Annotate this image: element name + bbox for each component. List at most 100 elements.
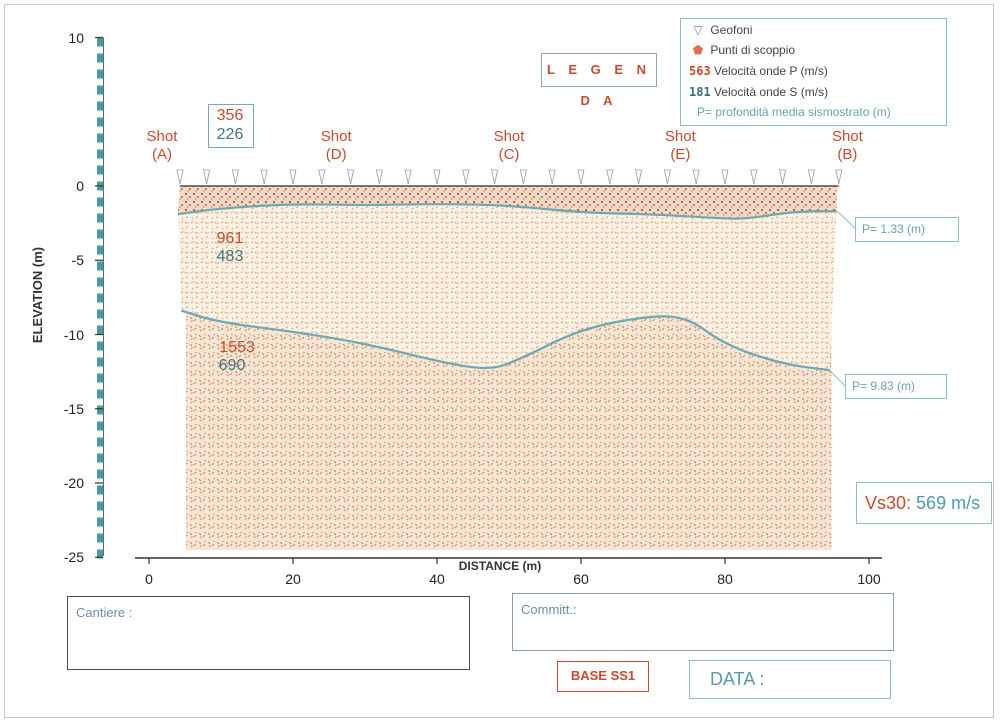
y-axis-dash — [97, 277, 103, 287]
y-axis-dash — [97, 293, 103, 303]
shot-label: Shot (C) — [493, 128, 525, 163]
geophone-icon — [519, 169, 527, 185]
y-axis-dash — [97, 117, 103, 127]
geophone-icon — [347, 169, 355, 185]
vs30-label: Vs30: — [865, 493, 912, 513]
y-tick-label: 0 — [76, 178, 84, 194]
y-axis-dash — [97, 133, 103, 143]
y-axis-dash — [97, 213, 103, 223]
interface-1-line — [177, 203, 837, 220]
legend-title: L E G E N D A — [541, 53, 657, 108]
x-tick-label: 100 — [857, 571, 881, 587]
y-tick-label: 10 — [68, 29, 84, 46]
committ-field: Committ.: — [512, 593, 894, 651]
legend-p: 563 Velocità onde P (m/s) — [689, 64, 828, 78]
geophone-icon — [750, 169, 758, 185]
geophone-icon — [260, 169, 268, 185]
y-axis-dash — [97, 101, 103, 111]
depth-label-1: P= 1.33 (m) — [855, 217, 959, 242]
interface-2-line — [181, 309, 830, 372]
geophone-icon — [721, 169, 729, 185]
geophone-icon — [176, 169, 184, 185]
data-field: DATA : — [689, 660, 891, 699]
legend-depth: P= profondità media sismostrato (m) — [697, 105, 891, 119]
y-axis-dash — [97, 53, 103, 63]
shot-label: Shot (E) — [664, 128, 696, 163]
geophone-icon — [491, 169, 499, 185]
shot-label: Shot (B) — [831, 128, 863, 163]
geophone-icon — [577, 169, 585, 185]
geophone-icon — [807, 169, 815, 185]
geophone-icon — [203, 169, 211, 185]
layer2-fill — [177, 204, 837, 371]
layer2-p-velocity: 961 — [216, 230, 244, 247]
depth-label-2: P= 9.83 (m) — [845, 374, 947, 399]
y-axis-dash — [97, 533, 103, 543]
layer1-fill — [177, 186, 838, 219]
legend-s: 181 Velocità onde S (m/s) — [689, 85, 829, 99]
y-axis-dash — [97, 453, 103, 463]
y-axis-dash — [97, 405, 103, 415]
geophone-icon — [318, 169, 326, 185]
base-label: BASE SS1 — [557, 661, 649, 692]
committ-label: Committ.: — [521, 602, 577, 617]
layer3-s-velocity: 690 — [218, 357, 246, 374]
layer1-velocity-box — [208, 104, 254, 148]
y-axis-dash — [97, 485, 103, 495]
y-axis-dash — [97, 85, 103, 95]
y-tick-label: -15 — [63, 400, 84, 417]
vs30-value: 569 m/s — [916, 493, 981, 513]
x-tick-label: 40 — [429, 571, 445, 587]
layer2-s-velocity: 483 — [216, 248, 244, 265]
y-axis-dash — [97, 501, 103, 511]
legend-punti: ⬟ Punti di scoppio — [689, 43, 795, 57]
geophone-icon — [779, 169, 787, 185]
y-axis-dash — [97, 245, 103, 255]
y-axis-dash — [97, 341, 103, 351]
page-frame — [4, 4, 994, 718]
cantiere-field: Cantiere : — [67, 596, 470, 670]
geophone-icon — [462, 169, 470, 185]
y-tick-label: -20 — [63, 475, 84, 491]
geophone-icon — [663, 169, 671, 185]
y-tick-label: -25 — [63, 549, 84, 566]
y-axis-dash — [97, 549, 103, 559]
y-axis-dash — [97, 437, 103, 447]
x-tick-label: 80 — [717, 571, 733, 587]
geophone-icon — [289, 169, 297, 185]
y-axis-dash — [97, 373, 103, 383]
y-axis-dash — [97, 165, 103, 175]
shot-point-icon: ⬟ — [692, 43, 704, 57]
y-axis-dash — [97, 421, 103, 431]
legend-geofoni: ▽ Geofoni — [689, 23, 752, 37]
geophone-icon: ▽ — [693, 23, 703, 37]
y-axis-dash — [97, 517, 103, 527]
y-axis-dash — [97, 389, 103, 399]
geophone-icon — [635, 169, 643, 185]
geophone-icon — [375, 169, 383, 185]
cantiere-label: Cantiere : — [76, 605, 133, 620]
geophone-icon — [433, 169, 441, 185]
geophone-icon — [692, 169, 700, 185]
geophone-icon — [404, 169, 412, 185]
geophone-icon — [606, 169, 614, 185]
x-tick-label: 60 — [573, 571, 589, 587]
y-axis-dash — [97, 469, 103, 479]
depth-leader-1 — [836, 210, 856, 229]
layer3-p-velocity: 1553 — [219, 339, 255, 356]
x-tick-label: 20 — [285, 571, 301, 587]
y-axis-dash — [97, 197, 103, 207]
geophone-icon — [231, 169, 239, 185]
data-label: DATA : — [710, 669, 765, 689]
y-axis-dash — [97, 357, 103, 367]
y-axis-dash — [97, 261, 103, 271]
depth-leader-2 — [829, 369, 846, 387]
x-tick-label: 0 — [145, 571, 153, 587]
geophone-icon — [835, 169, 843, 185]
layer1-s-velocity: 226 — [216, 126, 244, 143]
y-axis-dash — [97, 69, 103, 79]
vs30-box: Vs30: 569 m/s — [856, 482, 992, 524]
shot-label: Shot (D) — [320, 128, 352, 163]
x-axis-label: DISTANCE (m) — [458, 559, 542, 573]
y-axis-dash — [97, 309, 103, 319]
